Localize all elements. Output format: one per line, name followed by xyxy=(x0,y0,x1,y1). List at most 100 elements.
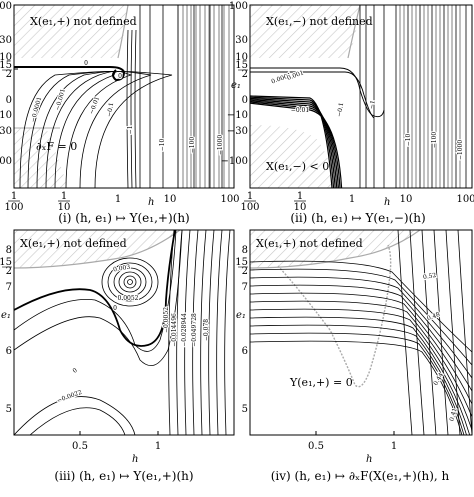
contour-label: −0.0001 xyxy=(30,96,43,123)
contour-line xyxy=(250,284,472,392)
contour-label: −0.049728 xyxy=(191,313,198,347)
contour-line xyxy=(409,230,425,435)
x-tick-label: 0.5 xyxy=(72,441,88,452)
contour-line xyxy=(250,340,463,435)
y-tick-label: 2 xyxy=(6,69,12,80)
x-axis-label: h xyxy=(148,197,154,208)
contour-line-zero xyxy=(14,230,176,347)
y-tick-label: 15 xyxy=(0,257,12,268)
x-tick-label: 10 xyxy=(400,194,413,205)
x-tick-label: 1 xyxy=(297,191,303,202)
y-tick-label: 8 xyxy=(6,245,12,256)
axes-box xyxy=(13,4,235,189)
contour-ellipse xyxy=(101,257,159,307)
y-tick-label: 15 xyxy=(0,60,12,71)
contour-label: −1 xyxy=(368,100,376,110)
contour-line xyxy=(445,230,461,435)
y-tick-label: −30 xyxy=(0,126,12,137)
contour-label: −0.01 xyxy=(88,96,101,116)
x-tick-label: 1 xyxy=(115,194,121,205)
contour-label: 0.52 xyxy=(423,272,438,281)
axes-box xyxy=(13,229,235,436)
contour-label: −0.0052 xyxy=(163,307,170,333)
contour-line xyxy=(216,230,223,435)
y-tick-label: 10 xyxy=(0,52,12,63)
y-tick-label: −100 xyxy=(221,156,248,167)
panel-iv xyxy=(249,229,473,436)
caption-iv: (iv) (h, e₁) ↦ ∂ₓF(X(e₁,+)(h), h xyxy=(271,469,450,483)
region-label: X(e₁,+) not defined xyxy=(30,15,137,28)
y-tick-label: 0 xyxy=(242,95,248,106)
contour-line xyxy=(200,230,207,435)
contour-line xyxy=(134,29,137,188)
panel-ii xyxy=(249,4,473,189)
y-axis-label: e₁ xyxy=(1,310,11,321)
contour-line xyxy=(14,396,136,435)
contour-line xyxy=(250,276,472,379)
contour-label: −0.001 xyxy=(54,88,67,111)
y-tick-label: 0 xyxy=(6,95,12,106)
hatched-region-undefined xyxy=(14,5,128,58)
x-axis-label: h xyxy=(384,197,390,208)
y-tick-label: 2 xyxy=(242,69,248,80)
contour-line xyxy=(433,230,449,435)
caption-i: (i) (h, e₁) ↦ Y(e₁,+)(h) xyxy=(58,211,190,225)
contour-label: −100 xyxy=(189,137,196,154)
x-tick-label: 1 xyxy=(349,194,355,205)
caption-iii: (iii) (h, e₁) ↦ Y(e₁,+)(h) xyxy=(54,469,193,483)
x-tick-label: 100 xyxy=(4,202,23,213)
contour-line xyxy=(29,407,126,435)
y-tick-label: 7 xyxy=(6,282,12,293)
x-axis-label: h xyxy=(132,454,138,465)
y-tick-label: 15 xyxy=(235,60,248,71)
x-tick-label: 10 xyxy=(294,202,307,213)
contour-line-zero xyxy=(14,66,126,82)
hatched-region-dxF-zero xyxy=(14,128,68,188)
contour-line xyxy=(250,324,467,435)
contour-ellipse xyxy=(113,267,147,297)
contour-lines xyxy=(14,230,231,435)
contour-lines xyxy=(250,5,467,188)
contour-line xyxy=(45,71,117,188)
contour-line xyxy=(250,260,472,353)
gray-boundary-line xyxy=(117,5,129,59)
contour-label: −1000 xyxy=(457,140,464,160)
y-tick-label: −30 xyxy=(227,126,248,137)
contour-line xyxy=(184,230,191,435)
y-tick-label: −100 xyxy=(0,156,12,167)
contour-line xyxy=(250,102,343,188)
contour-label: −0.01 xyxy=(291,107,309,114)
contour-line xyxy=(250,97,336,188)
contour-ellipse xyxy=(123,275,137,289)
region-label: ∂ₓF = 0 xyxy=(36,140,77,153)
x-axis-label: h xyxy=(366,454,372,465)
y-tick-label: 15 xyxy=(235,257,248,268)
x-tick-label: 10 xyxy=(58,202,71,213)
x-tick-label: 100 xyxy=(220,194,239,205)
x-tick-label: 1 xyxy=(247,191,253,202)
hatched-region-negative xyxy=(250,125,340,188)
contour-line xyxy=(457,230,472,435)
contour-ellipse xyxy=(118,271,142,293)
contour-line xyxy=(250,95,333,188)
x-tick-label: 0.5 xyxy=(308,441,324,452)
x-tick-label: 100 xyxy=(456,194,474,205)
y-axis-label: e₁ xyxy=(231,80,241,91)
panel-i xyxy=(13,4,235,189)
y-tick-label: 5 xyxy=(242,404,248,415)
contour-label: 0 xyxy=(72,367,79,375)
contour-line xyxy=(250,332,465,435)
contour-line xyxy=(130,29,133,188)
x-tick-label: 100 xyxy=(240,202,259,213)
Y-zero-curve xyxy=(277,244,392,388)
axes-box xyxy=(249,4,473,189)
y-tick-label: −10 xyxy=(0,110,12,121)
region-label: Y(e₁,+) = 0 xyxy=(289,376,353,389)
contour-line xyxy=(397,230,413,435)
contour-label: 0 xyxy=(84,60,88,67)
contour-line xyxy=(250,67,385,118)
contour-label: 0.48 xyxy=(426,311,441,322)
region-label: X(e₁,−) not defined xyxy=(266,15,373,28)
region-label: X(e₁,+) not defined xyxy=(20,237,127,250)
